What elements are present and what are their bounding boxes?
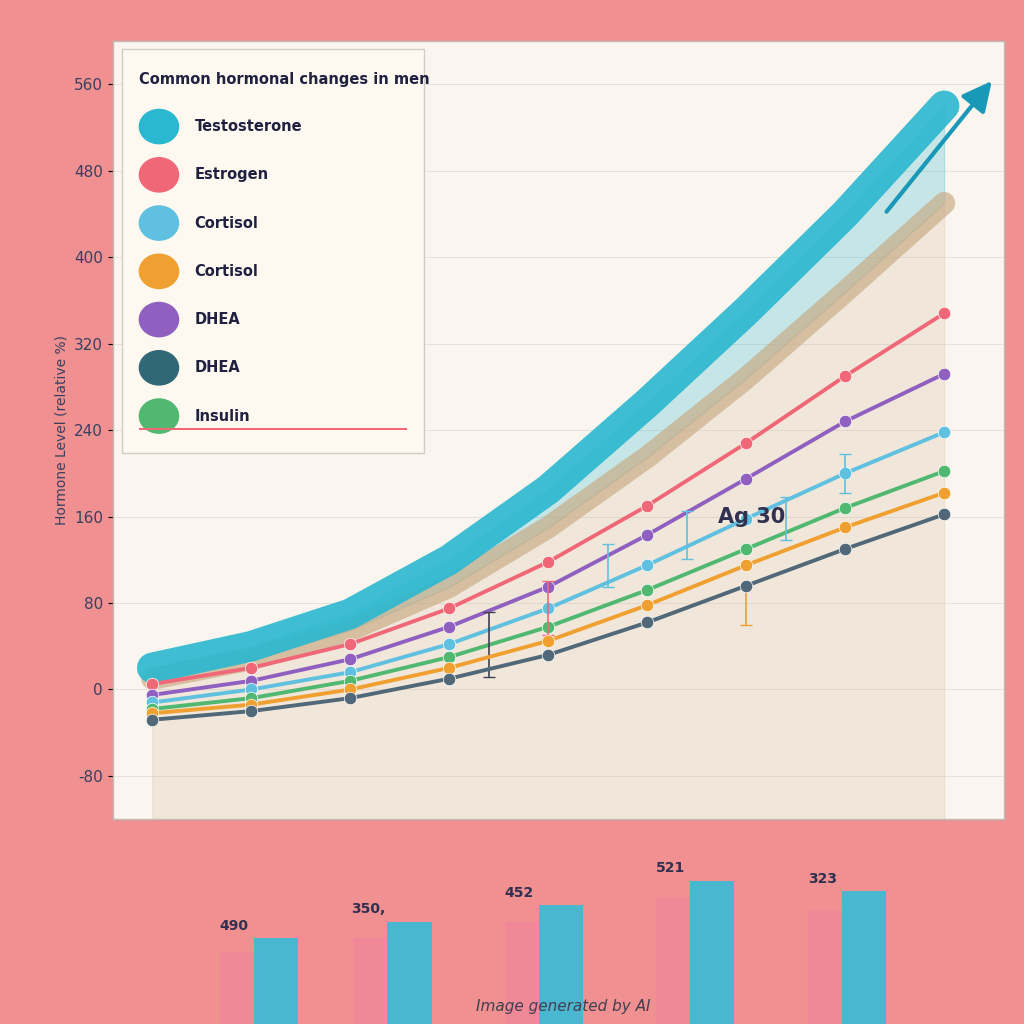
Circle shape — [139, 399, 178, 433]
Circle shape — [139, 110, 178, 143]
Circle shape — [139, 206, 178, 241]
Bar — [842, 891, 886, 1024]
Bar — [656, 897, 700, 1024]
Bar — [808, 911, 852, 1024]
Bar — [539, 905, 583, 1024]
Bar — [690, 881, 734, 1024]
Circle shape — [139, 350, 178, 385]
Bar — [353, 938, 397, 1024]
Text: Cortisol: Cortisol — [195, 264, 258, 279]
Bar — [139, 428, 407, 430]
Text: 521: 521 — [656, 861, 685, 876]
Text: DHEA: DHEA — [195, 360, 241, 376]
Text: 452: 452 — [505, 886, 534, 900]
Text: Insulin: Insulin — [195, 409, 250, 424]
Circle shape — [139, 254, 178, 289]
Text: Ag 30: Ag 30 — [719, 508, 785, 527]
Text: Cortisol: Cortisol — [195, 216, 258, 230]
Text: 350,: 350, — [351, 902, 385, 916]
Text: Testosterone: Testosterone — [195, 119, 302, 134]
FancyBboxPatch shape — [122, 49, 425, 454]
Text: Image generated by AI: Image generated by AI — [476, 998, 650, 1014]
Text: 323: 323 — [808, 871, 837, 886]
Bar — [219, 952, 263, 1024]
Text: Common hormonal changes in men: Common hormonal changes in men — [139, 72, 430, 87]
Text: DHEA: DHEA — [195, 312, 241, 327]
Bar — [505, 922, 549, 1024]
Y-axis label: Hormone Level (relative %): Hormone Level (relative %) — [54, 335, 69, 525]
Bar — [254, 938, 298, 1024]
Bar — [387, 922, 431, 1024]
Circle shape — [139, 302, 178, 337]
Text: 490: 490 — [220, 919, 249, 933]
Circle shape — [139, 158, 178, 191]
Text: Estrogen: Estrogen — [195, 167, 268, 182]
